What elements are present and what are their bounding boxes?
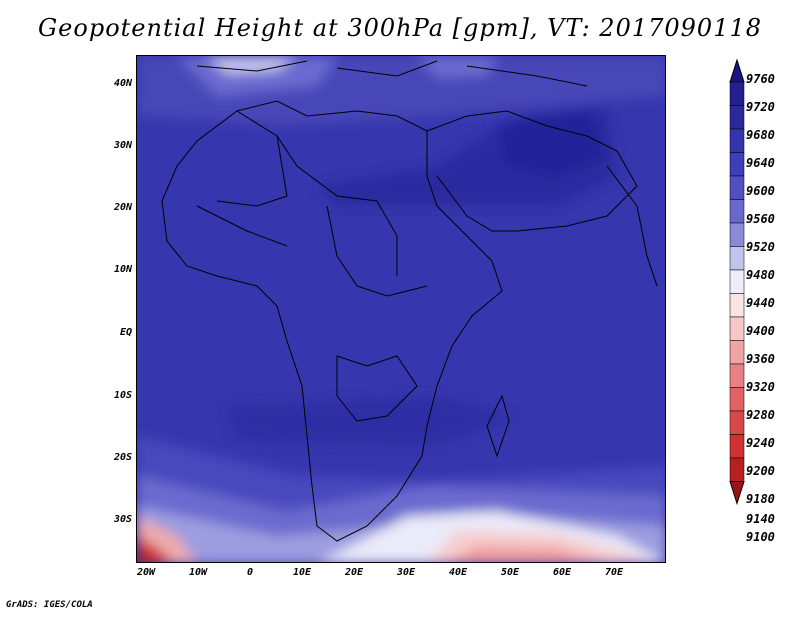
lon-tick-label: 10E	[292, 567, 312, 578]
lat-tick-label: 10S	[113, 390, 132, 401]
colorbar-swatch	[729, 316, 745, 341]
lon-tick-label: 70E	[604, 567, 624, 578]
coastlines	[161, 60, 658, 542]
colorbar-label: 9400	[746, 324, 775, 338]
colorbar-label: 9320	[746, 380, 775, 394]
colorbar-label: 9180	[746, 492, 775, 506]
colorbar-swatch	[729, 81, 745, 106]
lon-tick-label: 60E	[552, 567, 572, 578]
colorbar-label: 9480	[746, 268, 775, 282]
colorbar-label: 9680	[746, 128, 775, 142]
lon-tick-label: 0	[246, 567, 254, 578]
colorbar-top-arrow	[729, 58, 745, 83]
lat-tick-label: 30S	[113, 514, 132, 525]
lon-tick-label: 50E	[500, 567, 520, 578]
lon-tick-label: 10W	[188, 567, 208, 578]
chart-title: Geopotential Height at 300hPa [gpm], VT:…	[38, 14, 762, 42]
colorbar-label: 9360	[746, 352, 775, 366]
lat-tick-label: 30N	[113, 140, 132, 151]
colorbar-swatch	[729, 222, 745, 247]
colorbar-label: 9280	[746, 408, 775, 422]
lon-tick-label: 40E	[448, 567, 468, 578]
colorbar-swatch	[729, 269, 745, 294]
colorbar-swatch	[729, 152, 745, 177]
colorbar-label: 9720	[746, 100, 775, 114]
colorbar-label: 9140	[746, 512, 775, 526]
lat-tick-label: 20N	[113, 202, 132, 213]
colorbar-label: 9560	[746, 212, 775, 226]
colorbar-swatch	[729, 128, 745, 153]
lon-tick-label: 20E	[344, 567, 364, 578]
colorbar-swatch	[729, 457, 745, 482]
colorbar-swatch	[729, 340, 745, 365]
colorbar-swatch	[729, 246, 745, 271]
colorbar-label: 9440	[746, 296, 775, 310]
colorbar-label: 9240	[746, 436, 775, 450]
colorbar-label: 9760	[746, 72, 775, 86]
lat-tick-label: 40N	[113, 78, 132, 89]
colorbar-swatch	[729, 410, 745, 435]
colorbar-label: 9100	[746, 530, 775, 544]
colorbar-label: 9640	[746, 156, 775, 170]
colorbar-label: 9600	[746, 184, 775, 198]
colorbar-swatch	[729, 199, 745, 224]
lat-tick-label: 20S	[113, 452, 132, 463]
colorbar-swatch	[729, 293, 745, 318]
colorbar-bottom-arrow	[729, 481, 745, 506]
map-plot-area	[136, 55, 666, 563]
lat-tick-label: EQ	[119, 327, 132, 338]
colorbar-label: 9200	[746, 464, 775, 478]
colorbar-label: 9520	[746, 240, 775, 254]
lon-tick-label: 20W	[136, 567, 156, 578]
colorbar-swatch	[729, 434, 745, 459]
lon-tick-label: 30E	[396, 567, 416, 578]
colorbar-swatch	[729, 387, 745, 412]
colorbar-swatch	[729, 105, 745, 130]
height-field-map	[137, 56, 665, 562]
lat-tick-label: 10N	[113, 264, 132, 275]
footer-credit: GrADS: IGES/COLA	[6, 600, 93, 610]
colorbar-swatch	[729, 175, 745, 200]
colorbar	[729, 58, 745, 506]
colorbar-swatch	[729, 363, 745, 388]
